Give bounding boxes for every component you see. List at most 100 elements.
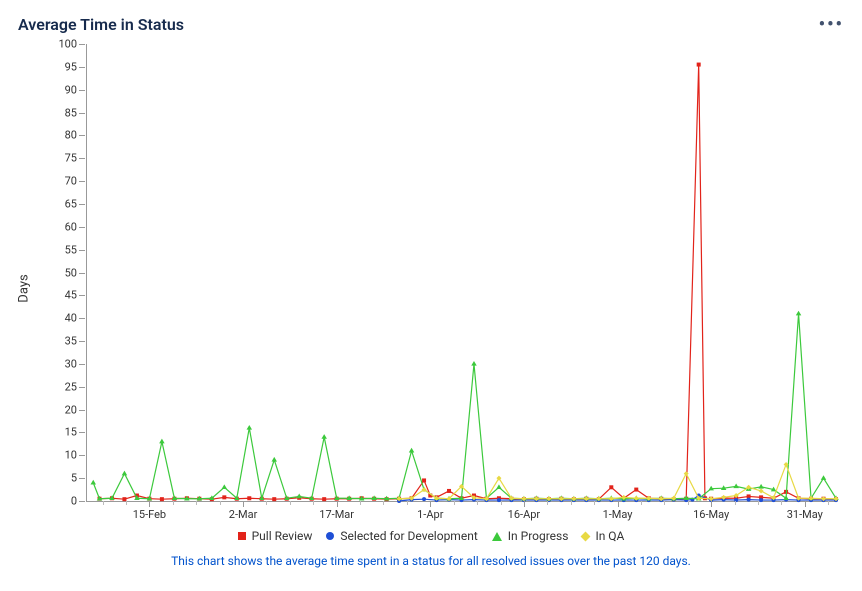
series-marker	[634, 488, 638, 492]
x-tick-minor	[571, 501, 572, 505]
y-tick-label: 25	[65, 380, 77, 393]
series-marker	[222, 495, 226, 499]
series-marker	[471, 361, 477, 366]
x-tick-label: 17-Mar	[319, 508, 354, 521]
legend-marker-icon	[581, 531, 591, 541]
x-tick-minor	[828, 501, 829, 505]
series-marker	[447, 489, 451, 493]
x-tick-minor	[641, 501, 642, 505]
y-tick-label: 40	[65, 312, 77, 325]
y-tick	[79, 410, 85, 411]
y-tick	[79, 501, 85, 502]
x-tick-minor	[501, 501, 502, 505]
x-tick-minor	[173, 501, 174, 505]
series-marker	[697, 63, 701, 67]
series-marker	[821, 475, 827, 480]
x-tick	[243, 501, 244, 507]
legend-item[interactable]: Selected for Development	[326, 529, 477, 543]
series-marker	[758, 484, 764, 489]
legend-label: Pull Review	[252, 529, 313, 543]
x-tick-minor	[126, 501, 127, 505]
legend-item[interactable]: Pull Review	[238, 529, 313, 543]
series-marker	[272, 457, 278, 462]
y-tick-label: 55	[65, 243, 77, 256]
legend-label: Selected for Development	[340, 529, 477, 543]
x-tick	[524, 501, 525, 507]
y-tick	[79, 273, 85, 274]
series-svg	[87, 44, 836, 501]
x-tick-label: 1-Apr	[417, 508, 443, 521]
legend-item[interactable]: In QA	[582, 529, 624, 543]
series-line	[93, 314, 836, 499]
y-tick	[79, 250, 85, 251]
x-tick-minor	[594, 501, 595, 505]
x-tick	[618, 501, 619, 507]
x-tick-label: 16-Apr	[508, 508, 540, 521]
legend: Pull Review Selected for Development In Pr…	[18, 526, 844, 546]
x-tick-minor	[196, 501, 197, 505]
card-title: Average Time in Status	[18, 15, 184, 34]
legend-marker-icon	[492, 532, 502, 541]
x-tick-minor	[758, 501, 759, 505]
chart-area: Days 05101520253035404550556065707580859…	[18, 38, 844, 524]
y-tick-label: 70	[65, 175, 77, 188]
x-tick-minor	[220, 501, 221, 505]
y-tick	[79, 364, 85, 365]
y-tick	[79, 455, 85, 456]
more-icon[interactable]: •••	[819, 14, 844, 35]
series-marker	[759, 488, 764, 493]
series-marker	[247, 425, 253, 430]
y-tick	[79, 67, 85, 68]
series-marker	[783, 495, 789, 500]
series-marker	[422, 478, 426, 482]
y-tick	[79, 227, 85, 228]
series-marker	[222, 484, 228, 489]
x-tick-minor	[688, 501, 689, 505]
y-tick	[79, 478, 85, 479]
plot-region: 0510152025303540455055606570758085909510…	[86, 44, 836, 502]
y-tick-label: 60	[65, 220, 77, 233]
x-tick-minor	[547, 501, 548, 505]
chart-card: Average Time in Status ••• Days 05101520…	[0, 0, 862, 591]
x-tick-label: 1-May	[603, 508, 633, 521]
y-tick-label: 15	[65, 426, 77, 439]
x-tick-label: 31-May	[787, 508, 823, 521]
series-marker	[747, 498, 751, 502]
y-tick	[79, 295, 85, 296]
y-tick	[79, 341, 85, 342]
x-tick-minor	[313, 501, 314, 505]
x-tick-label: 2-Mar	[229, 508, 258, 521]
y-tick-label: 30	[65, 357, 77, 370]
legend-marker-icon	[326, 532, 334, 540]
series-marker	[409, 448, 415, 453]
x-tick-label: 16-May	[693, 508, 729, 521]
y-tick	[79, 158, 85, 159]
series-marker	[247, 496, 251, 500]
y-tick-label: 5	[71, 472, 77, 485]
y-tick-label: 80	[65, 129, 77, 142]
x-tick-minor	[407, 501, 408, 505]
series-marker	[609, 485, 613, 489]
legend-item[interactable]: In Progress	[492, 529, 569, 543]
y-tick-label: 35	[65, 335, 77, 348]
x-tick	[337, 501, 338, 507]
series-marker	[272, 497, 276, 501]
y-axis-label: Days	[17, 274, 32, 302]
card-header: Average Time in Status •••	[18, 10, 844, 38]
x-tick	[805, 501, 806, 507]
x-tick-label: 15-Feb	[133, 508, 166, 521]
x-tick-minor	[781, 501, 782, 505]
y-tick-label: 65	[65, 197, 77, 210]
x-tick-minor	[735, 501, 736, 505]
series-marker	[321, 434, 327, 439]
y-tick	[79, 113, 85, 114]
series-marker	[422, 497, 426, 501]
y-tick-label: 75	[65, 152, 77, 165]
y-tick-label: 45	[65, 289, 77, 302]
y-tick-label: 50	[65, 266, 77, 279]
x-tick-minor	[290, 501, 291, 505]
series-marker	[496, 484, 502, 489]
y-tick	[79, 204, 85, 205]
y-tick	[79, 44, 85, 45]
y-tick	[79, 318, 85, 319]
